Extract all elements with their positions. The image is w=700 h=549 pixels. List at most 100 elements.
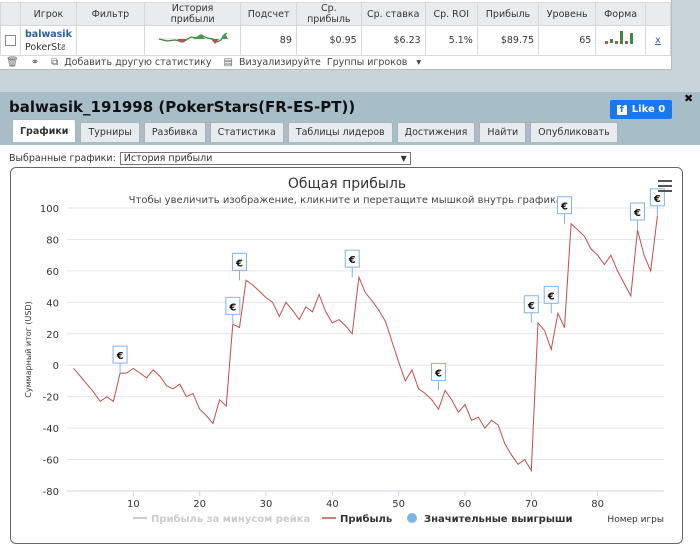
chevron-down-icon: ▼ [400,154,407,163]
x-axis-label: Номер игры [607,515,664,525]
header-avg-roi[interactable]: Ср. ROI [424,2,478,26]
big-win-flag [523,295,539,314]
y-tick-label: 20 [46,330,59,341]
x-tick-label: 50 [392,499,405,510]
player-name-link[interactable]: balwasik [25,28,72,40]
profit-chart[interactable]: Общая прибыль Чтобы увеличить изображение… [11,168,683,544]
big-win-flag-label: € [348,255,356,266]
chart-select[interactable]: История прибыли ▼ [119,152,411,165]
y-tick-label: 80 [46,235,59,246]
players-panel: Игрок Фильтр История прибыли Подсчет Ср.… [0,0,672,70]
big-win-flag-label: € [228,302,236,313]
big-win-flag-label: € [434,368,442,379]
close-icon[interactable]: ✖ [684,92,694,105]
count-cell: 89 [240,25,297,56]
big-win-flag [629,202,645,221]
header-player[interactable]: Игрок [20,2,77,26]
x-tick-label: 80 [591,499,604,510]
player-groups-label: Группы игроков [326,56,408,68]
tab-3[interactable]: Статистика [209,122,284,142]
link-icon[interactable]: ⚭ [30,56,40,68]
big-win-flag [430,362,446,381]
tab-7[interactable]: Опубликовать [530,122,618,142]
trash-icon[interactable]: 🗑 [6,56,19,68]
tab-1[interactable]: Турниры [80,122,140,142]
big-win-flag-label: € [653,194,661,205]
y-tick-label: 60 [46,267,59,278]
profile-header: balwasik_191998 (PokerStars(FR-ES-PT)) f… [0,92,700,145]
profile-title: balwasik_191998 (PokerStars(FR-ES-PT)) [9,98,356,116]
profit-cell: $89.75 [476,25,540,56]
big-win-flag-label: € [527,301,535,312]
big-win-flag [231,252,247,271]
profit-series-line [73,215,658,473]
header-profit-history[interactable]: История прибыли [143,2,242,26]
x-tick-label: 30 [260,499,273,510]
row-checkbox[interactable] [5,35,16,46]
y-tick-label: 100 [40,204,59,215]
header-form[interactable]: Форма [595,2,646,26]
big-win-flag-label: € [547,291,555,302]
tab-2[interactable]: Разбивка [143,122,206,142]
header-profit[interactable]: Прибыль [476,2,540,26]
x-tick-label: 10 [127,499,140,510]
row-checkbox-cell [0,25,21,56]
filter-cell[interactable] [75,25,145,56]
tab-0[interactable]: Графики [12,119,77,142]
big-win-flag-label: € [633,208,641,219]
chevron-down-icon: ▾ [416,56,422,68]
table-header-row: Игрок Фильтр История прибыли Подсчет Ср.… [0,2,672,26]
player-site: PokerStars [25,41,65,53]
table-row: balwasik PokerStars 89 $0.95 $6.23 5.1% … [0,25,672,56]
y-tick-label: -40 [43,424,59,435]
header-avg-stake[interactable]: Ср. ставка [360,2,426,26]
players-table: Игрок Фильтр История прибыли Подсчет Ср.… [0,2,672,56]
profit-sparkline [156,32,229,44]
chart-select-row: Выбранные графики: История прибыли ▼ [9,152,411,165]
visualize-link[interactable]: Визуализируйте [238,56,321,68]
y-tick-label: -80 [43,487,59,498]
big-win-flag-label: € [116,351,124,362]
big-win-flag-label: € [235,258,243,269]
header-avg-profit[interactable]: Ср. прибыль [295,2,362,26]
big-win-flag [344,249,360,268]
profit-chart-container[interactable]: Общая прибыль Чтобы увеличить изображение… [10,167,683,544]
tab-5[interactable]: Достижения [396,122,476,142]
chart-icon: ▤ [223,56,233,68]
tab-4[interactable]: Таблицы лидеров [287,122,393,142]
big-win-flag [112,345,128,364]
facebook-like-button[interactable]: f Like 0 [610,100,672,119]
profile-tabs: Графики Турниры Разбивка Статистика Таблицы … [12,119,618,142]
y-tick-label: 40 [46,298,59,309]
form-cell [595,25,646,56]
player-groups-dropdown[interactable]: Группы игроков ▾ [327,57,427,68]
tab-6[interactable]: Найти [479,122,527,142]
avg-roi-cell: 5.1% [424,25,478,56]
like-label: Like 0 [631,104,666,115]
header-level[interactable]: Уровень [538,2,597,26]
profit-history-sparkline-cell [143,25,242,56]
hamburger-menu-icon[interactable] [658,180,672,195]
header-filter[interactable]: Фильтр [75,2,145,26]
y-tick-label: -20 [43,393,59,404]
select-all-header [0,2,21,26]
header-count[interactable]: Подсчет [240,2,297,26]
chart-title: Общая прибыль [288,176,406,192]
form-bars [604,31,633,44]
avg-stake-cell: $6.23 [360,25,426,56]
legend-big-wins-swatch [407,513,417,523]
legend-big-wins-label: Значительные выигрыши [424,514,573,525]
legend-profit-label: Прибыль [340,513,392,525]
player-profile-panel: balwasik_191998 (PokerStars(FR-ES-PT)) f… [0,92,700,549]
header-remove [644,2,672,26]
x-tick-label: 40 [326,499,339,510]
x-tick-label: 70 [525,499,538,510]
table-toolbar: 🗑 ⚭ ⧉ Добавить другую статистику ▤ Визуа… [0,55,433,69]
big-win-flag-label: € [560,202,568,213]
chart-subtitle: Чтобы увеличить изображение, кликните и … [129,195,566,206]
y-axis-label: Суммарный итог (USD) [24,301,33,398]
y-tick-label: 0 [53,361,59,372]
add-stats-link[interactable]: Добавить другую статистику [64,56,212,68]
legend-net-profit-label: Прибыль за минусом рейка [151,513,310,525]
remove-player-link[interactable]: x [644,25,672,56]
